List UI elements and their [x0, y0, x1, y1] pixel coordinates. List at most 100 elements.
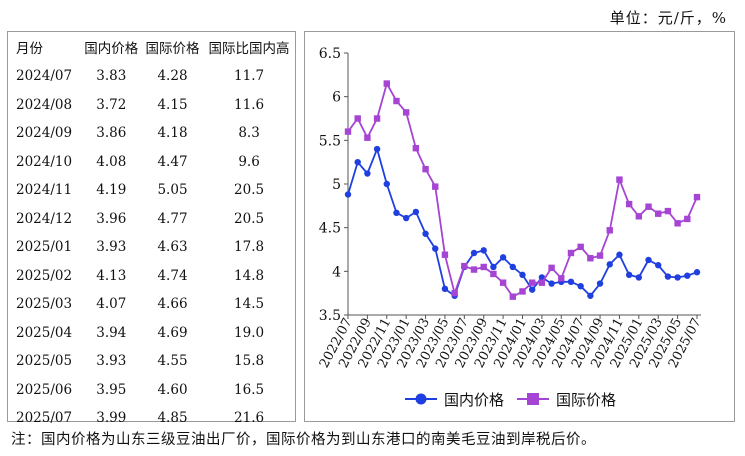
data-point-domestic — [616, 251, 623, 258]
cell-international-price: 4.28 — [157, 68, 188, 85]
data-point-domestic — [664, 273, 672, 280]
data-point-international — [499, 279, 507, 286]
cell-domestic-price: 3.72 — [96, 96, 127, 113]
data-point-international — [664, 207, 672, 215]
cell-month: 2024/07 — [16, 68, 73, 85]
data-point-international — [616, 176, 623, 183]
chart-panel: 3.5 4 4.5 5 5.5 6 6.5 2022/07 2022/09 2022/11 2023… — [304, 31, 735, 422]
cell-international-price: 4.55 — [157, 353, 188, 370]
cell-domestic-price: 4.08 — [96, 153, 127, 170]
footnote: 注：国内价格为山东三级豆油出厂价，国际价格为到山东港口的南美毛豆油到岸税后价。 — [11, 432, 596, 448]
data-point-international — [577, 243, 584, 251]
cell-month: 2025/05 — [16, 353, 73, 370]
cell-premium-pct: 20.5 — [234, 182, 265, 199]
data-point-international — [606, 227, 613, 234]
table-row: 2025/04 3.94 4.69 19.0 — [8, 319, 295, 348]
data-point-domestic — [528, 286, 536, 293]
data-point-domestic — [480, 247, 487, 254]
cell-month: 2025/06 — [16, 381, 73, 398]
data-point-domestic — [674, 274, 681, 281]
data-point-domestic — [548, 280, 555, 287]
cell-domestic-price: 4.13 — [96, 267, 127, 284]
cell-domestic-price: 3.86 — [96, 125, 127, 142]
cell-premium-pct: 20.5 — [234, 210, 265, 227]
data-point-international — [655, 210, 662, 217]
cell-international-price: 4.77 — [157, 210, 188, 227]
cell-month: 2025/01 — [16, 239, 73, 256]
cell-premium-pct: 17.8 — [234, 239, 265, 256]
data-point-international — [451, 289, 458, 297]
legend-marker-domestic — [415, 393, 427, 405]
table-row: 2024/11 4.19 5.05 20.5 — [8, 176, 295, 205]
data-point-international — [567, 249, 575, 257]
cell-month: 2025/07 — [16, 410, 73, 427]
data-point-international — [528, 279, 536, 286]
data-point-international — [490, 270, 497, 278]
data-point-domestic — [567, 278, 575, 286]
legend-label: 国内价格 — [444, 391, 504, 409]
data-point-domestic — [402, 214, 410, 222]
cell-domestic-price: 3.93 — [96, 239, 127, 256]
price-table: 月份 国内价格 国际价格 国际比国内高 2024/07 3.83 4.28 11.7 2… — [8, 32, 295, 433]
table-row: 2025/02 4.13 4.74 14.8 — [8, 262, 295, 291]
cell-international-price: 5.05 — [157, 182, 188, 199]
data-point-domestic — [422, 230, 429, 237]
header-month: 月份 — [16, 41, 43, 57]
data-point-domestic — [432, 245, 439, 252]
cell-premium-pct: 19.0 — [234, 324, 265, 341]
cell-premium-pct: 9.6 — [238, 153, 260, 170]
cell-premium-pct: 15.8 — [234, 353, 265, 370]
data-point-international — [645, 203, 652, 210]
cell-international-price: 4.47 — [157, 153, 188, 170]
y-tick-label: 6.5 — [319, 46, 341, 62]
header-domestic-price: 国内价格 — [84, 41, 139, 57]
data-point-international — [548, 264, 555, 272]
data-point-international — [364, 134, 371, 141]
cell-international-price: 4.74 — [157, 267, 188, 284]
y-tick-label: 6 — [332, 90, 341, 106]
data-point-domestic — [625, 271, 633, 279]
data-point-international — [432, 183, 439, 190]
data-point-international — [596, 252, 604, 259]
cell-month: 2024/12 — [16, 210, 73, 227]
y-tick-label: 5 — [332, 177, 341, 193]
table-row: 2024/10 4.08 4.47 9.6 — [8, 148, 295, 177]
data-point-international — [441, 251, 449, 258]
cell-premium-pct: 16.5 — [234, 381, 265, 398]
table-row: 2025/01 3.93 4.63 17.8 — [8, 233, 295, 262]
table-row: 2025/05 3.93 4.55 15.8 — [8, 347, 295, 376]
header-international-price: 国际价格 — [145, 41, 200, 57]
data-point-domestic — [606, 261, 613, 268]
cell-international-price: 4.60 — [157, 381, 188, 398]
data-point-international — [354, 115, 361, 122]
data-point-domestic — [499, 254, 507, 261]
cell-domestic-price: 3.83 — [96, 68, 127, 85]
data-point-domestic — [364, 170, 371, 177]
data-point-domestic — [441, 285, 449, 292]
data-point-domestic — [655, 262, 662, 269]
data-point-international — [422, 165, 429, 173]
data-point-domestic — [354, 158, 361, 166]
data-point-domestic — [490, 263, 497, 271]
cell-domestic-price: 3.93 — [96, 353, 127, 370]
cell-premium-pct: 8.3 — [238, 125, 260, 142]
cell-international-price: 4.63 — [157, 239, 188, 256]
legend-label: 国际价格 — [556, 391, 616, 409]
table-row: 2025/06 3.95 4.60 16.5 — [8, 376, 295, 405]
cell-month: 2025/03 — [16, 296, 73, 313]
data-point-international — [674, 220, 681, 227]
data-point-domestic — [509, 263, 517, 271]
data-point-domestic — [587, 292, 594, 299]
data-point-domestic — [373, 145, 381, 153]
table-row: 2024/07 3.83 4.28 11.7 — [8, 62, 295, 91]
data-point-international — [625, 200, 633, 208]
cell-domestic-price: 4.07 — [96, 296, 127, 313]
table-header-row: 月份 国内价格 国际价格 国际比国内高 — [8, 32, 295, 62]
table-row: 2025/03 4.07 4.66 14.5 — [8, 290, 295, 319]
data-point-domestic — [470, 249, 478, 257]
table-row: 2024/12 3.96 4.77 20.5 — [8, 205, 295, 234]
cell-month: 2024/08 — [16, 96, 73, 113]
cell-month: 2024/11 — [16, 182, 73, 199]
data-point-international — [684, 215, 691, 223]
series-line-international — [347, 81, 698, 298]
